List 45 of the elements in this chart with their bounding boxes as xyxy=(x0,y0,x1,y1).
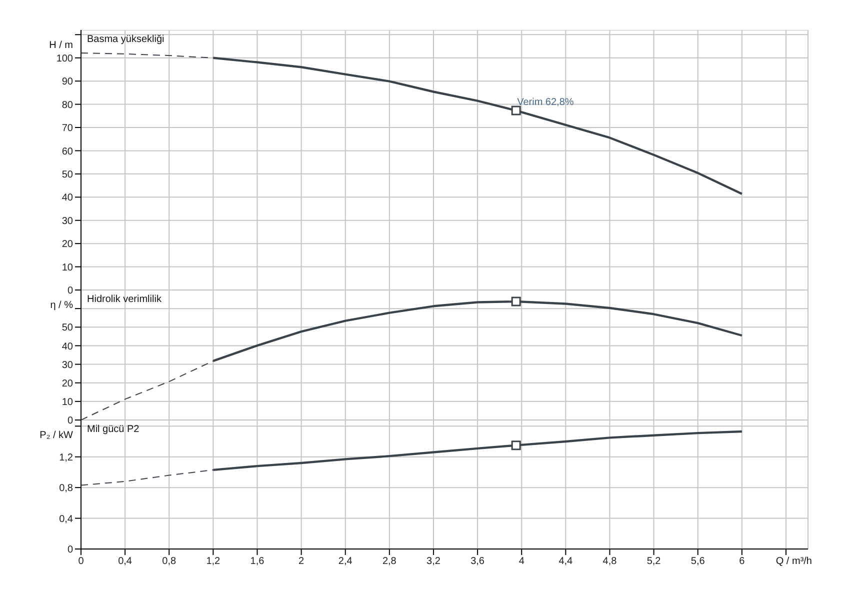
chart-title: Mil gücü P2 xyxy=(87,424,140,435)
y-tick-label: 80 xyxy=(62,100,74,111)
y-tick-label: 50 xyxy=(62,322,74,334)
y-tick-label: 10 xyxy=(62,396,74,408)
chart-title: Basma yüksekliği xyxy=(87,34,164,45)
y-tick-label: 60 xyxy=(62,146,74,158)
x-tick-label: 0,4 xyxy=(118,556,132,568)
y-tick-label: 0 xyxy=(67,544,74,556)
x-tick-label: 2,8 xyxy=(382,556,397,568)
x-tick-label: 1,6 xyxy=(250,556,265,568)
y-tick-label: 30 xyxy=(62,216,74,227)
x-tick-label: 3,6 xyxy=(470,556,485,568)
x-tick-label: 4,8 xyxy=(602,556,618,568)
y-axis-title: η / % xyxy=(50,300,73,311)
x-tick-label: 0 xyxy=(78,556,84,568)
y-tick-label: 0 xyxy=(67,416,74,427)
x-tick-label: 6 xyxy=(739,556,746,568)
chart-title: Hidrolik verimlilik xyxy=(87,294,162,305)
y-tick-label: 20 xyxy=(62,378,74,390)
x-tick-label: 2 xyxy=(298,556,305,568)
y-axis-title: H / m xyxy=(49,40,73,51)
y-tick-label: 0,4 xyxy=(59,514,74,525)
y-tick-label: 40 xyxy=(62,192,74,204)
annotation: Verim 62,8% xyxy=(517,97,574,108)
y-axis-title: P₂ / kW xyxy=(40,430,73,441)
y-tick-label: 50 xyxy=(62,169,74,180)
x-tick-label: 1,2 xyxy=(206,556,221,568)
y-tick-label: 30 xyxy=(62,360,74,371)
y-tick-label: 1,2 xyxy=(59,452,74,464)
x-tick-label: 5,6 xyxy=(690,556,706,568)
x-tick-label: 3,2 xyxy=(426,556,441,568)
y-tick-label: 40 xyxy=(62,341,74,352)
y-tick-label: 100 xyxy=(56,53,74,64)
y-tick-label: 0 xyxy=(67,286,74,297)
x-axis-title: Q / m³/h xyxy=(776,556,812,567)
x-tick-label: 2,4 xyxy=(338,556,353,568)
y-tick-label: 20 xyxy=(62,239,74,250)
y-tick-label: 90 xyxy=(62,76,74,88)
y-tick-label: 70 xyxy=(62,123,74,134)
y-tick-label: 10 xyxy=(62,262,74,274)
x-tick-label: 0,8 xyxy=(162,556,177,568)
x-tick-label: 5,2 xyxy=(646,556,662,568)
y-tick-label: 0,8 xyxy=(59,483,74,494)
x-tick-label: 4 xyxy=(518,556,525,568)
x-tick-label: 4,4 xyxy=(558,556,574,568)
